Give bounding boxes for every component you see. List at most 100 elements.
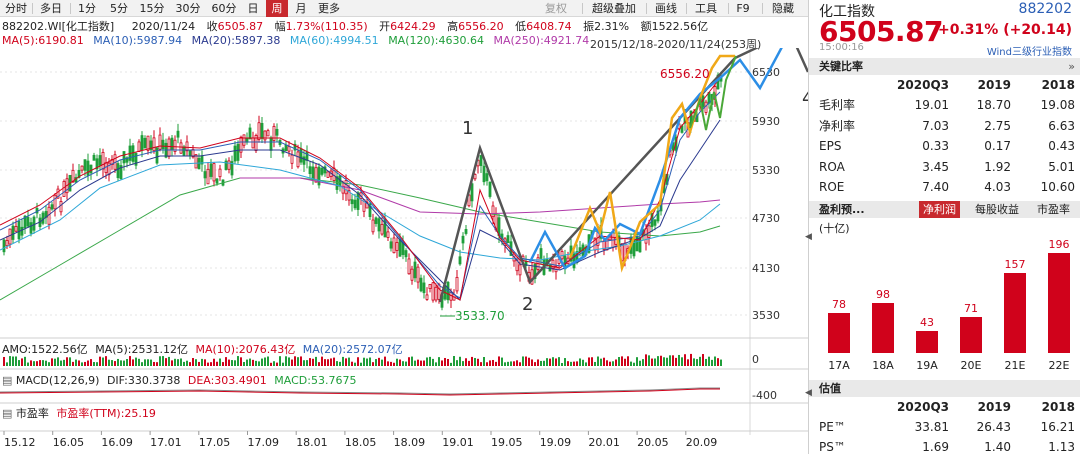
tab-pe[interactable]: 市盈率 [1037, 203, 1070, 216]
hide-button[interactable]: 隐藏 [772, 2, 794, 15]
x-tick-label: 17.09 [247, 436, 280, 449]
candle-body [260, 122, 264, 139]
period-intraday[interactable]: 分时 [5, 2, 27, 15]
candle-body [89, 164, 93, 174]
draw-line-button[interactable]: 画线 [655, 2, 677, 15]
candle-body [71, 169, 75, 183]
amo-bar [429, 356, 431, 366]
profit-bar-value: 43 [920, 316, 934, 330]
period-month[interactable]: 月 [295, 2, 307, 15]
candle-body [53, 194, 57, 210]
amo-bar [681, 357, 683, 366]
high-price-label: 6556.20 [660, 67, 710, 81]
period-week[interactable]: 周 [266, 0, 288, 17]
amo-bar [111, 360, 113, 366]
amo-bar [81, 362, 83, 366]
amo-bar [102, 357, 104, 366]
amo-bar [513, 361, 515, 366]
candle-body [149, 140, 153, 151]
x-tick-label: 17.05 [198, 436, 231, 449]
x-tick-label: 20.05 [637, 436, 669, 449]
candle-body [284, 144, 288, 152]
period-multiday[interactable]: 多日 [40, 2, 62, 15]
amo-bar [303, 360, 305, 366]
amo-bar [258, 361, 260, 366]
ma250-line [240, 177, 721, 215]
super-overlay-button[interactable]: 超级叠加 [592, 2, 636, 15]
pe-menu-icon[interactable]: ▤ [2, 407, 13, 420]
amo-bar [564, 358, 566, 366]
panel-scroll-up-icon[interactable]: ◀ [805, 232, 812, 242]
amo-bar [408, 357, 410, 366]
candle-body [62, 181, 66, 197]
y-tick-4130: 4130 [752, 262, 780, 275]
amo-bar [549, 358, 551, 366]
valuation-header[interactable]: 估值 [809, 380, 1080, 397]
amo-bar [24, 356, 26, 366]
amo-bar [477, 358, 479, 366]
amo-bar [504, 362, 506, 366]
ratios-header[interactable]: 关键比率 » [809, 58, 1080, 75]
period-day[interactable]: 日 [247, 2, 259, 15]
macd-menu-icon[interactable]: ▤ [2, 374, 13, 387]
candle-body [5, 240, 9, 247]
amo-bar [444, 357, 446, 366]
candle-body [98, 155, 102, 166]
candle-body [539, 248, 543, 259]
amo-bar [633, 362, 635, 366]
chevron-right-icon[interactable]: » [1068, 60, 1075, 73]
close-value: 6505.87 [217, 20, 264, 33]
amo-bar [687, 359, 689, 366]
candle-body [425, 294, 429, 300]
restore-rights-button[interactable]: 复权 [545, 2, 567, 15]
candle-body [434, 286, 438, 301]
amo-bar [249, 358, 251, 366]
candle-body [176, 130, 180, 138]
amo-bar [156, 362, 158, 366]
amo-bar [30, 360, 32, 366]
candle-body [80, 165, 84, 171]
tab-eps[interactable]: 每股收益 [975, 203, 1019, 216]
amo-bar [234, 360, 236, 366]
amo-bar [648, 355, 650, 366]
period-60min[interactable]: 60分 [211, 2, 237, 15]
candle-body [272, 125, 276, 141]
amo-bar [216, 361, 218, 366]
kline-chart[interactable]: 6530 5930 5330 4730 4130 3530 1 2 3 4 65… [0, 48, 808, 454]
amo-bar [507, 361, 509, 366]
amo-bar [594, 361, 596, 366]
amo-bar [696, 359, 698, 366]
tools-button[interactable]: 工具 [695, 2, 717, 15]
index-code: 882202 [1018, 1, 1072, 17]
profit-bar [1048, 253, 1070, 353]
panel-scroll-down-icon[interactable]: ◀ [805, 388, 812, 398]
x-tick-label: 18.01 [296, 436, 328, 449]
amo-ma5: MA(5):2531.12亿 [95, 343, 188, 356]
candle-body [305, 151, 309, 161]
amo-bar [528, 357, 530, 366]
ratio-row-roa: ROA 3.45 1.92 5.01 [819, 160, 1075, 174]
index-price: 6505.87 [819, 15, 944, 48]
candle-body [386, 231, 390, 238]
period-30min[interactable]: 30分 [175, 2, 201, 15]
period-5min[interactable]: 5分 [110, 2, 128, 15]
candle-body [422, 282, 426, 294]
amo-bar [120, 360, 122, 366]
amo-bar [213, 358, 215, 366]
candle-body [209, 163, 213, 177]
ma10-label: MA(10):5987.94 [93, 34, 183, 47]
amo-bar [399, 359, 401, 366]
index-source: Wind三级行业指数 [986, 47, 1072, 58]
candle-body [416, 266, 420, 283]
amo-bar [255, 360, 257, 366]
amo-bar [198, 361, 200, 366]
amo-bar [207, 362, 209, 366]
x-tick-label: 17.01 [150, 436, 182, 449]
f9-button[interactable]: F9 [736, 2, 750, 15]
period-15min[interactable]: 15分 [139, 2, 165, 15]
period-more[interactable]: 更多 [318, 2, 340, 15]
candle-body [257, 122, 261, 140]
period-1min[interactable]: 1分 [78, 2, 96, 15]
x-tick-label: 15.12 [4, 436, 36, 449]
tab-net-profit[interactable]: 净利润 [919, 201, 960, 218]
